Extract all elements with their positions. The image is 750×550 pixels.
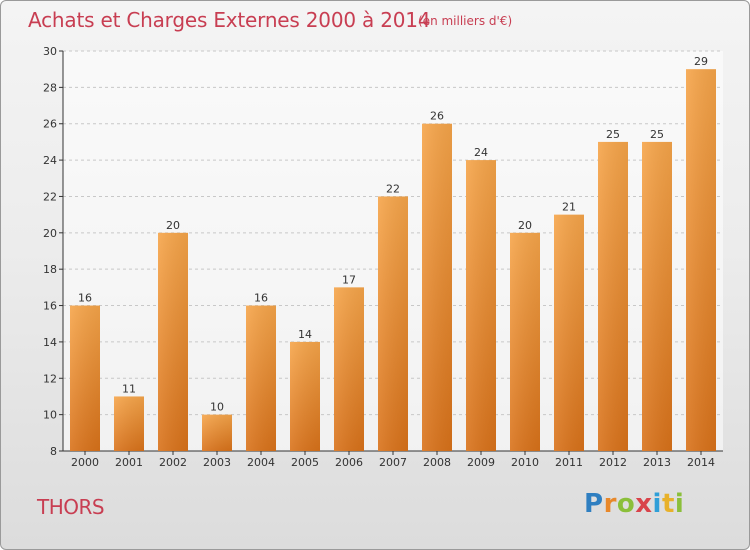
x-tick-label: 2001 xyxy=(115,456,143,469)
bar-shade xyxy=(334,287,364,451)
bar-shade xyxy=(202,414,232,451)
logo-letter: P xyxy=(584,489,604,519)
bar-shade xyxy=(466,160,496,451)
data-label: 20 xyxy=(166,219,180,232)
y-tick-label: 16 xyxy=(43,300,57,313)
data-label: 20 xyxy=(518,219,532,232)
bar-shade xyxy=(114,396,144,451)
bar-shade xyxy=(642,141,672,451)
bar-shade xyxy=(246,305,276,451)
data-label: 16 xyxy=(254,292,268,305)
x-tick-label: 2004 xyxy=(247,456,275,469)
data-label: 25 xyxy=(606,128,620,141)
y-tick-label: 8 xyxy=(50,445,57,458)
x-tick-label: 2007 xyxy=(379,456,407,469)
x-tick-label: 2008 xyxy=(423,456,451,469)
y-tick-label: 26 xyxy=(43,118,57,131)
data-label: 22 xyxy=(386,182,400,195)
bar-shade xyxy=(158,232,188,451)
logo-letter: o xyxy=(616,489,636,519)
data-label: 17 xyxy=(342,273,356,286)
y-tick-label: 18 xyxy=(43,263,57,276)
x-tick-label: 2003 xyxy=(203,456,231,469)
y-tick-label: 20 xyxy=(43,227,57,240)
data-label: 10 xyxy=(210,401,224,414)
bar-shade xyxy=(510,232,540,451)
data-label: 29 xyxy=(694,55,708,68)
y-tick-label: 12 xyxy=(43,372,57,385)
logo-letter: i xyxy=(674,489,685,519)
y-tick-label: 10 xyxy=(43,409,57,422)
bar-shade xyxy=(598,141,628,451)
bar-shade xyxy=(686,69,716,451)
logo-letter: r xyxy=(603,489,617,519)
x-tick-label: 2012 xyxy=(599,456,627,469)
x-tick-label: 2011 xyxy=(555,456,583,469)
bar-shade xyxy=(422,123,452,452)
bar-shade xyxy=(70,305,100,451)
data-label: 14 xyxy=(298,328,312,341)
logo-letter: i xyxy=(652,489,662,519)
data-label: 11 xyxy=(122,382,136,395)
bar-shade xyxy=(554,214,584,451)
x-tick-label: 2010 xyxy=(511,456,539,469)
data-label: 24 xyxy=(474,146,488,159)
bar-shade xyxy=(378,196,408,451)
bar-shade xyxy=(290,341,320,451)
x-tick-label: 2002 xyxy=(159,456,187,469)
x-tick-label: 2014 xyxy=(687,456,715,469)
data-label: 26 xyxy=(430,110,444,123)
x-tick-label: 2013 xyxy=(643,456,671,469)
x-tick-label: 2000 xyxy=(71,456,99,469)
data-label: 16 xyxy=(78,292,92,305)
data-label: 21 xyxy=(562,201,576,214)
logo-letter: x xyxy=(635,489,653,519)
y-tick-label: 30 xyxy=(43,45,57,58)
chart-title: Achats et Charges Externes 2000 à 2014 xyxy=(28,8,431,32)
data-label: 25 xyxy=(650,128,664,141)
y-tick-label: 28 xyxy=(43,81,57,94)
commune-name: THORS xyxy=(37,495,105,519)
chart-subtitle: (en milliers d'€) xyxy=(418,14,513,28)
y-tick-label: 24 xyxy=(43,154,57,167)
y-tick-label: 22 xyxy=(43,190,57,203)
y-tick-label: 14 xyxy=(43,336,57,349)
x-tick-label: 2009 xyxy=(467,456,495,469)
logo-letter: t xyxy=(661,489,675,519)
proxiti-logo: Proxiti xyxy=(584,489,684,519)
x-tick-label: 2006 xyxy=(335,456,363,469)
x-tick-label: 2005 xyxy=(291,456,319,469)
